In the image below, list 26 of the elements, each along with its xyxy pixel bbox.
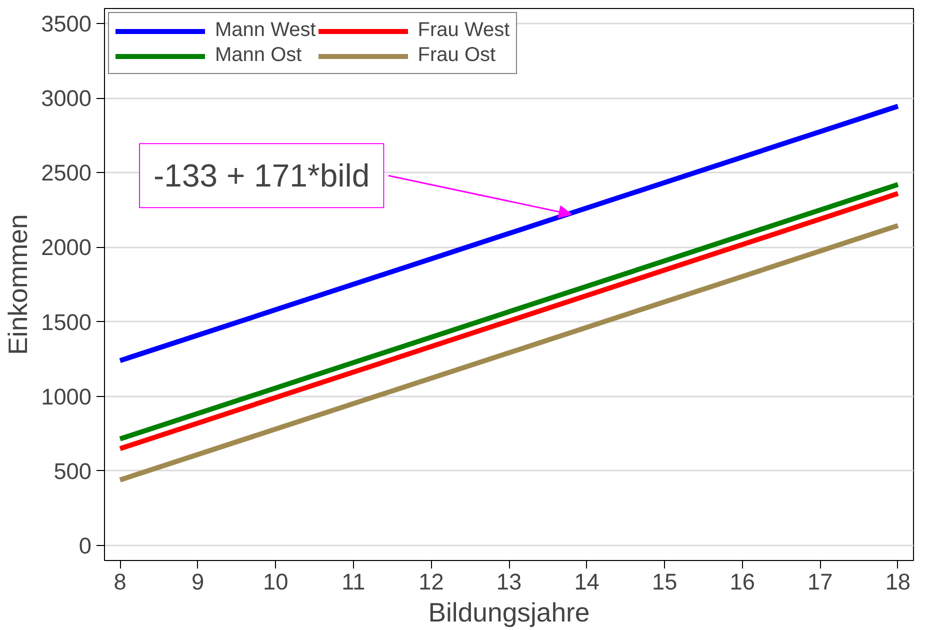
x-tick-label: 13 (496, 568, 522, 594)
y-axis-title: Einkommen (3, 214, 34, 355)
legend-label: Frau West (418, 19, 510, 42)
y-tick-label: 1000 (41, 383, 92, 410)
y-tick-label: 2500 (41, 160, 92, 186)
y-tick-label: 3500 (41, 10, 92, 36)
x-tick-label: 11 (342, 568, 366, 594)
x-tick-label: 18 (885, 568, 911, 594)
legend-label: Mann West (215, 19, 316, 42)
y-tick-label: 3000 (41, 85, 92, 112)
x-tick-label: 10 (263, 568, 288, 594)
legend-label: Frau Ost (418, 44, 496, 67)
y-tick-label: 0 (78, 532, 92, 559)
y-tick-label: 1500 (41, 308, 92, 335)
x-tick-label: 8 (114, 568, 126, 594)
x-tick-label: 9 (192, 568, 204, 594)
x-tick-label: 12 (418, 568, 444, 594)
legend-label: Mann Ost (215, 44, 302, 67)
x-tick-label: 17 (808, 568, 833, 594)
x-axis-title: Bildungsjahre (428, 598, 590, 628)
y-tick-label: 2000 (41, 234, 92, 260)
y-tick-label: 500 (54, 458, 92, 484)
x-tick-label: 15 (652, 568, 678, 594)
x-tick-label: 14 (574, 568, 600, 594)
annotation: -133 + 171*bild (154, 158, 370, 194)
x-tick-label: 16 (730, 568, 755, 594)
